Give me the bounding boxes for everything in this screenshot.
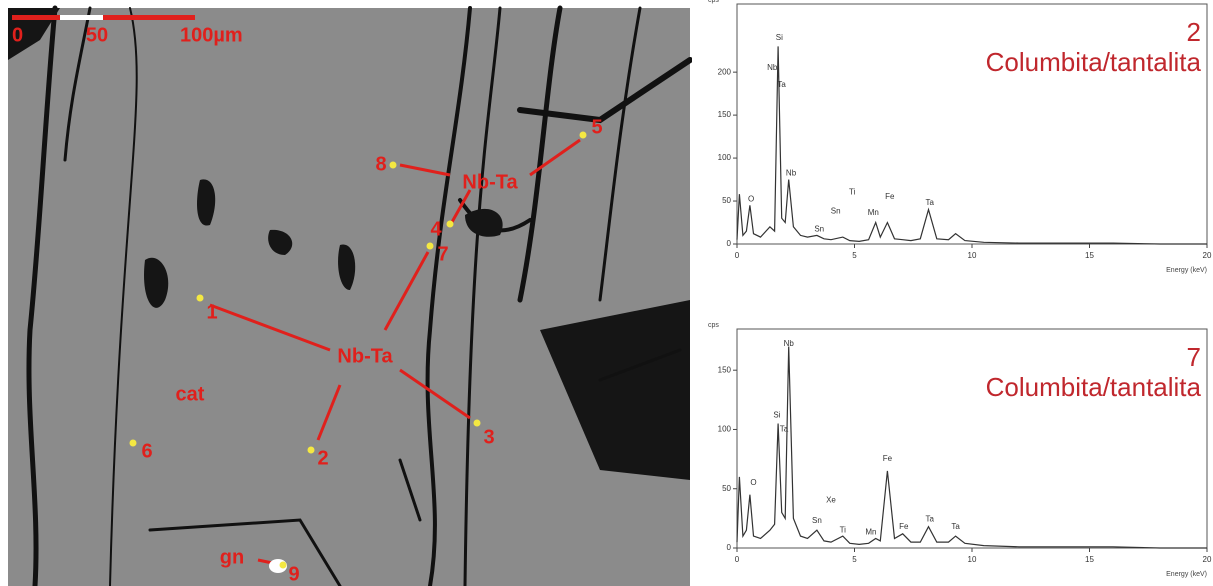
point-label: 8 [375, 153, 386, 175]
x-tick-label: 0 [735, 555, 740, 564]
mineral-label: cat [176, 383, 205, 405]
peak-label: Fe [883, 454, 893, 463]
point-label: 1 [206, 301, 217, 323]
analysis-point [308, 447, 315, 454]
point-label: 3 [483, 426, 494, 448]
x-tick-label: 15 [1085, 555, 1094, 564]
peak-label: Si [773, 410, 780, 419]
y-tick-label: 0 [727, 543, 732, 552]
x-tick-label: 20 [1203, 555, 1212, 564]
x-axis-label: Energy (keV) [1166, 571, 1207, 578]
scale-label: 0 [12, 24, 23, 46]
peak-label: Ta [925, 515, 934, 524]
analysis-point [280, 562, 287, 569]
analysis-point [197, 295, 204, 302]
panel-subtitle: Columbita/tantalita [986, 372, 1202, 402]
peak-label: Nb [784, 339, 795, 348]
peak-label: Fe [899, 522, 909, 531]
peak-label: O [750, 478, 756, 487]
sem-background [8, 8, 690, 586]
y-tick-label: 50 [722, 484, 731, 493]
peak-label: Sn [812, 516, 822, 525]
scale-label: 50 [86, 24, 108, 46]
y-tick-label: 150 [718, 365, 732, 374]
panel-title: 7 [1187, 342, 1201, 372]
plot-frame [737, 329, 1207, 548]
y-axis-label: cps [708, 322, 719, 329]
x-tick-label: 5 [852, 555, 857, 564]
peak-label: Xe [826, 496, 836, 505]
analysis-point [447, 221, 454, 228]
analysis-point [130, 440, 137, 447]
analysis-point [474, 420, 481, 427]
point-label: 7 [437, 243, 448, 265]
peak-label: Ta [951, 522, 960, 531]
scale-bar-segment [60, 15, 103, 20]
peak-label: Ta [780, 425, 789, 434]
mineral-label: Nb-Ta [462, 171, 518, 193]
mineral-label: gn [220, 546, 244, 568]
peak-label: Mn [865, 528, 876, 537]
y-tick-label: 100 [718, 425, 732, 434]
figure: 050100µm123456789Nb-TaNb-Tacatgn cps0501… [0, 0, 1213, 586]
sem-image: 0 50 100µm 1 2 3 4 5 6 7 8 9 Nb-Ta Nb-Ta cat gn [0, 0, 692, 586]
x-tick-label: 10 [968, 555, 977, 564]
mineral-label: Nb-Ta [337, 345, 393, 367]
point-label: 4 [430, 218, 442, 240]
analysis-point [580, 132, 587, 139]
peak-label: Ti [840, 525, 847, 534]
analysis-point [390, 162, 397, 169]
scale-bar [12, 15, 195, 20]
point-label: 9 [288, 563, 299, 585]
scale-label: 100µm [180, 24, 243, 46]
point-label: 5 [591, 116, 602, 138]
analysis-point [427, 243, 434, 250]
point-label: 6 [141, 440, 152, 462]
point-label: 2 [317, 447, 328, 469]
